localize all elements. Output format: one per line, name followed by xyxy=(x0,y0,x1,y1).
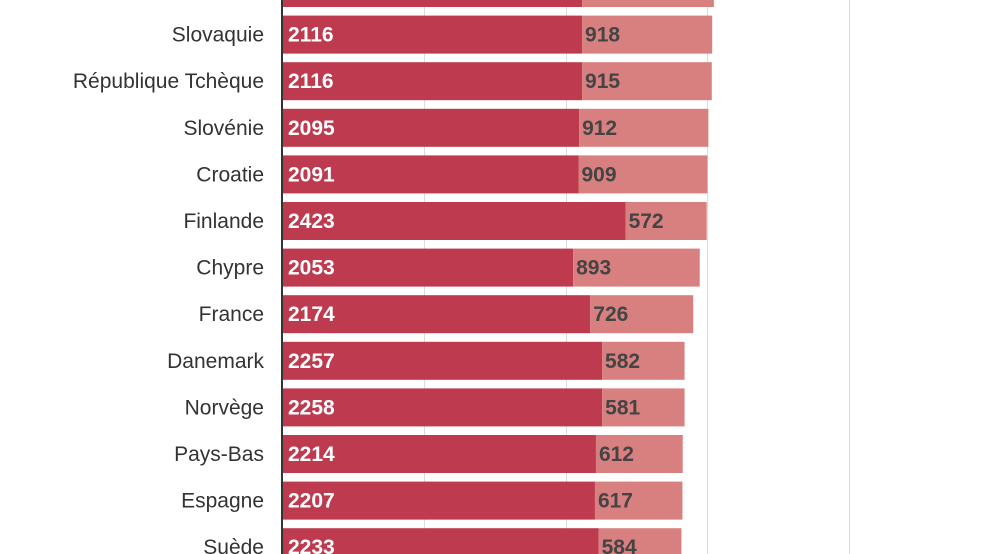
data-label-series2-6: 893 xyxy=(576,257,611,280)
category-label-3: Slovénie xyxy=(183,117,264,140)
category-label-9: Norvège xyxy=(185,396,264,419)
data-label-series2-10: 612 xyxy=(599,443,634,466)
bar-series2-6 xyxy=(573,248,700,287)
category-label-10: Pays-Bas xyxy=(174,443,264,466)
data-label-series2-1: 918 xyxy=(585,24,620,47)
bar-series1-9 xyxy=(282,388,603,427)
data-label-series2-5: 572 xyxy=(629,210,664,233)
data-label-series2-9: 581 xyxy=(605,396,640,419)
bar-series2-2 xyxy=(582,62,712,101)
category-label-6: Chypre xyxy=(196,257,264,280)
bar-series1-3 xyxy=(282,108,580,147)
data-label-series2-7: 726 xyxy=(593,303,628,326)
data-label-series2-8: 582 xyxy=(605,350,640,373)
data-label-series2-3: 912 xyxy=(582,117,617,140)
data-label-series1-12: 2233 xyxy=(288,536,335,554)
category-label-8: Danemark xyxy=(167,350,264,373)
category-label-11: Espagne xyxy=(181,490,264,513)
bar-series1-0 xyxy=(282,0,583,7)
bar-series1-5 xyxy=(282,202,626,240)
bar-series2-3 xyxy=(579,108,709,147)
data-label-series1-10: 2214 xyxy=(288,443,335,466)
bar-series2-12 xyxy=(598,528,682,554)
data-label-series1-4: 2091 xyxy=(288,163,335,186)
bars: 2116930211691821169152095912209190924235… xyxy=(282,0,714,554)
category-label-1: Slovaquie xyxy=(172,24,264,47)
bar-series1-2 xyxy=(282,62,583,101)
data-label-series1-8: 2257 xyxy=(288,350,335,373)
bar-series2-11 xyxy=(594,481,683,520)
bar-series2-8 xyxy=(602,341,685,380)
data-label-series1-11: 2207 xyxy=(288,490,335,513)
data-label-series1-9: 2258 xyxy=(288,396,335,419)
category-label-2: République Tchèque xyxy=(73,70,264,93)
data-label-series1-3: 2095 xyxy=(288,117,335,140)
category-label-12: Suède xyxy=(203,536,264,554)
bar-series2-5 xyxy=(625,202,707,240)
bar-series2-1 xyxy=(582,15,713,54)
bar-series2-10 xyxy=(595,435,683,473)
category-label-5: Finlande xyxy=(183,210,264,233)
bar-series1-8 xyxy=(282,341,603,380)
category-labels: Slovaquie République Tchèque Slovénie Croat… xyxy=(73,24,265,554)
bar-series2-0 xyxy=(582,0,714,7)
data-label-series2-2: 915 xyxy=(585,70,620,93)
bar-series2-7 xyxy=(590,295,694,334)
data-label-series2-12: 584 xyxy=(602,536,637,554)
data-label-series1-1: 2116 xyxy=(288,24,334,47)
bar-series1-11 xyxy=(282,481,595,520)
bar-series1-12 xyxy=(282,528,599,554)
data-label-series2-4: 909 xyxy=(582,163,617,186)
data-label-series1-5: 2423 xyxy=(288,210,335,233)
category-label-4: Croatie xyxy=(196,163,264,186)
data-label-series1-7: 2174 xyxy=(288,303,335,326)
bar-series1-4 xyxy=(282,155,579,194)
bar-series1-1 xyxy=(282,15,583,54)
data-label-series1-2: 2116 xyxy=(288,70,334,93)
data-label-series1-6: 2053 xyxy=(288,257,335,280)
bar-series1-6 xyxy=(282,248,574,287)
bar-series1-10 xyxy=(282,435,596,473)
bar-series1-7 xyxy=(282,295,591,334)
bar-series2-9 xyxy=(602,388,685,427)
bar-series2-4 xyxy=(578,155,708,194)
data-label-series2-11: 617 xyxy=(598,490,633,513)
category-label-7: France xyxy=(199,303,264,326)
